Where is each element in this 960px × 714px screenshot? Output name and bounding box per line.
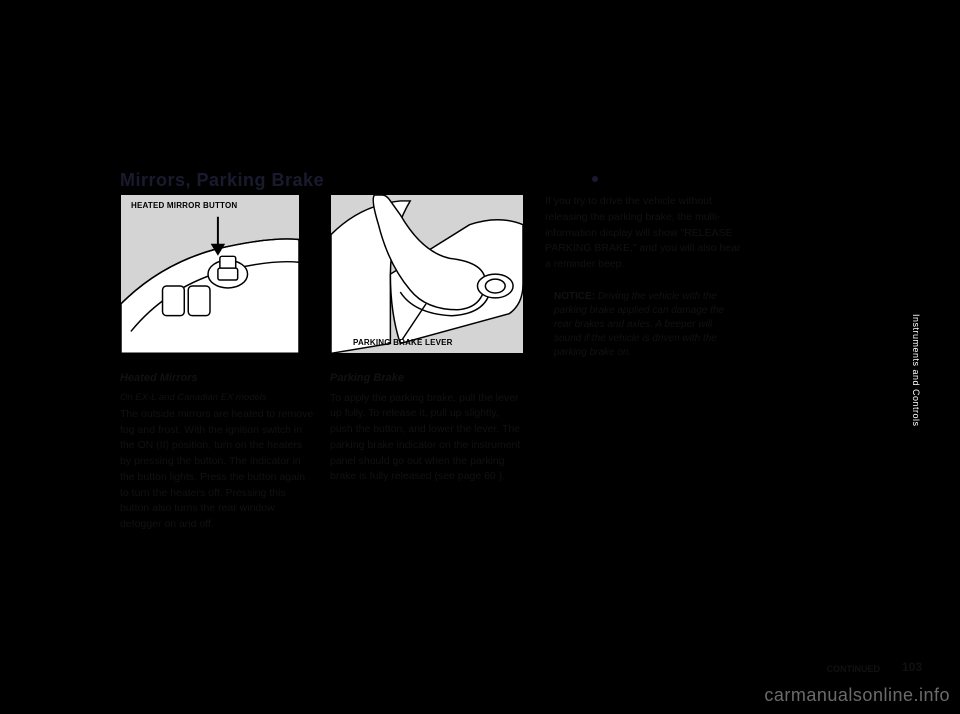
heated-mirror-illustration xyxy=(121,195,299,353)
title-bullet-icon xyxy=(592,176,598,182)
side-tab: Instruments and Controls xyxy=(908,300,922,440)
notice-heading: NOTICE: xyxy=(554,291,595,302)
subhead-parking-brake: Parking Brake xyxy=(330,370,524,387)
column-3: If you try to drive the vehicle without … xyxy=(545,194,745,367)
continued-label: CONTINUED xyxy=(827,664,881,674)
para-parking-brake: To apply the parking brake, pull the lev… xyxy=(330,391,524,486)
page-title: Mirrors, Parking Brake xyxy=(120,170,324,191)
figure-parking-brake: PARKING BRAKE LEVER xyxy=(330,194,524,354)
subhead-heated-mirrors: Heated Mirrors xyxy=(120,370,314,387)
notice-box: NOTICE: Driving the vehicle with the par… xyxy=(545,283,745,367)
watermark: carmanualsonline.info xyxy=(764,685,950,706)
manual-page: Mirrors, Parking Brake HEATED MIRROR BUT… xyxy=(0,0,960,714)
model-qualifier: On EX-L and Canadian EX models xyxy=(120,391,314,405)
figure-heated-mirror: HEATED MIRROR BUTTON xyxy=(120,194,300,354)
para-heated-mirrors: The outside mirrors are heated to remove… xyxy=(120,407,314,533)
figure-label: PARKING BRAKE LEVER xyxy=(353,338,453,347)
parking-brake-illustration xyxy=(331,195,523,353)
title-row: Mirrors, Parking Brake xyxy=(120,170,920,191)
page-number: 103 xyxy=(902,660,922,674)
column-2: Parking Brake To apply the parking brake… xyxy=(330,370,524,495)
para-release-warning: If you try to drive the vehicle without … xyxy=(545,194,745,273)
column-1: Heated Mirrors On EX-L and Canadian EX m… xyxy=(120,370,314,543)
